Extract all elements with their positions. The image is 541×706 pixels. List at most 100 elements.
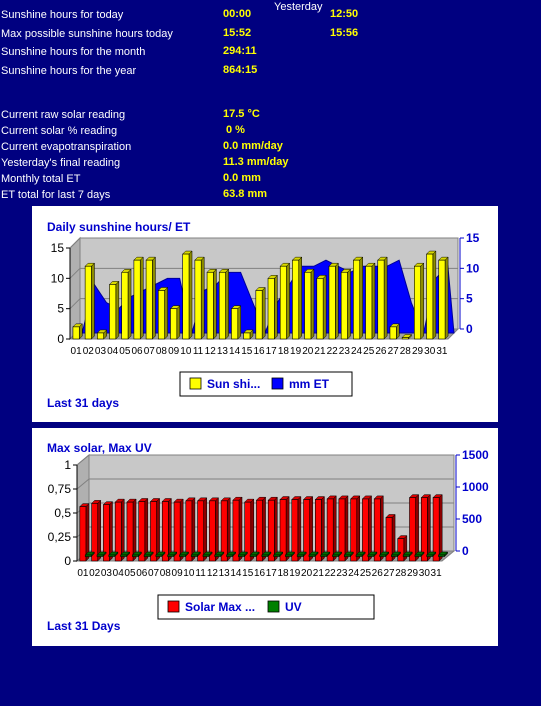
bar-side <box>203 497 207 562</box>
reading-label: Monthly total ET <box>1 173 81 185</box>
bar-side <box>200 256 205 340</box>
category-label: 12 <box>205 346 217 357</box>
bar <box>72 326 80 340</box>
category-label: 05 <box>124 568 136 579</box>
bar <box>84 265 92 340</box>
bar-side <box>237 305 242 340</box>
right-tick-label: 15 <box>466 231 480 245</box>
bar-side <box>344 495 349 562</box>
reading-label: Current evapotranspiration <box>1 141 132 153</box>
reading-label: Current raw solar reading <box>1 109 126 121</box>
stat-label: Max possible sunshine hours today <box>1 28 173 40</box>
category-label: 30 <box>424 346 436 357</box>
bar-side <box>380 495 384 562</box>
bar <box>379 554 387 557</box>
chart-title: Daily sunshine hours/ ET <box>47 220 191 234</box>
category-label: 12 <box>207 568 219 579</box>
category-label: 28 <box>395 568 407 579</box>
bar-side <box>168 497 172 562</box>
legend-label: Sun shi... <box>207 377 260 391</box>
bar <box>401 337 409 340</box>
category-label: 06 <box>136 568 148 579</box>
legend-swatch <box>167 600 180 613</box>
bar <box>109 284 117 340</box>
bar-side <box>420 262 424 340</box>
stat-value: 00:00 <box>223 8 252 20</box>
bar-side <box>274 496 278 562</box>
bar-side <box>191 497 196 562</box>
chart-footer: Last 31 Days <box>47 619 121 633</box>
bar-side <box>356 495 361 562</box>
reading-value: 11.3 mm/day <box>223 156 289 168</box>
bar <box>243 332 251 340</box>
bar-side <box>415 494 419 562</box>
category-label: 03 <box>101 568 113 579</box>
gridline-diag <box>76 478 90 490</box>
category-label: 16 <box>254 568 266 579</box>
bar <box>389 326 397 340</box>
bar <box>303 499 310 562</box>
category-label: 13 <box>217 346 229 357</box>
bar <box>432 497 440 562</box>
bar <box>206 271 214 340</box>
category-label: 28 <box>400 346 412 357</box>
category-label: 20 <box>301 568 313 579</box>
bar <box>292 259 300 340</box>
bar <box>97 332 104 340</box>
bar <box>373 498 381 562</box>
bar <box>367 554 375 557</box>
bar-side <box>132 498 137 562</box>
bar-side <box>274 274 278 340</box>
bar <box>308 554 316 557</box>
bar <box>426 554 434 557</box>
category-label: 26 <box>372 568 384 579</box>
bar <box>197 500 204 562</box>
legend-box <box>179 371 353 397</box>
gridline-diag <box>69 267 81 279</box>
bar <box>362 498 369 562</box>
legend-box <box>157 594 375 620</box>
bar-side <box>444 256 449 340</box>
bar-side <box>91 262 95 340</box>
bar-side <box>438 494 443 562</box>
category-label: 18 <box>278 346 290 357</box>
reading-label: Yesterday's final reading <box>1 157 121 169</box>
bar <box>267 278 275 340</box>
bar-side <box>322 274 327 340</box>
right-tick-label: 1000 <box>462 480 489 494</box>
chart-title: Max solar, Max UV <box>47 441 152 455</box>
bar-side <box>368 495 372 562</box>
bar <box>304 271 312 340</box>
bar <box>91 503 99 562</box>
right-tick-label: 1500 <box>462 448 489 462</box>
bar-side <box>213 268 217 340</box>
bar <box>218 271 226 340</box>
category-label: 22 <box>325 568 337 579</box>
legend-label: Solar Max ... <box>185 600 255 614</box>
bar <box>338 498 346 562</box>
bar <box>155 554 163 557</box>
category-label: 07 <box>144 346 156 357</box>
category-label: 01 <box>71 346 83 357</box>
bar-side <box>427 494 431 562</box>
category-label: 24 <box>351 346 363 357</box>
bar <box>173 501 181 562</box>
left-tick-label: 1 <box>64 458 71 472</box>
stat-label: Sunshine hours for the month <box>1 46 146 58</box>
right-tick-label: 0 <box>462 544 469 558</box>
bar <box>220 500 228 562</box>
reading-value: 63.8 mm <box>223 188 268 200</box>
category-label: 31 <box>431 568 443 579</box>
stat-yesterday-value: 12:50 <box>330 8 359 20</box>
right-tick-label: 10 <box>466 261 480 275</box>
bar <box>340 271 348 340</box>
bar-side <box>238 496 243 562</box>
bar <box>133 259 141 340</box>
solar-uv-chart-panel: Max solar, Max UV 0 0,25 0,5 0,75 1 0 500 1000 15… <box>32 428 498 646</box>
bar <box>353 259 361 340</box>
category-label: 03 <box>95 346 107 357</box>
bar <box>414 265 421 340</box>
category-label: 25 <box>360 568 372 579</box>
left-tick-label: 0,75 <box>48 482 72 496</box>
category-label: 31 <box>436 346 448 357</box>
